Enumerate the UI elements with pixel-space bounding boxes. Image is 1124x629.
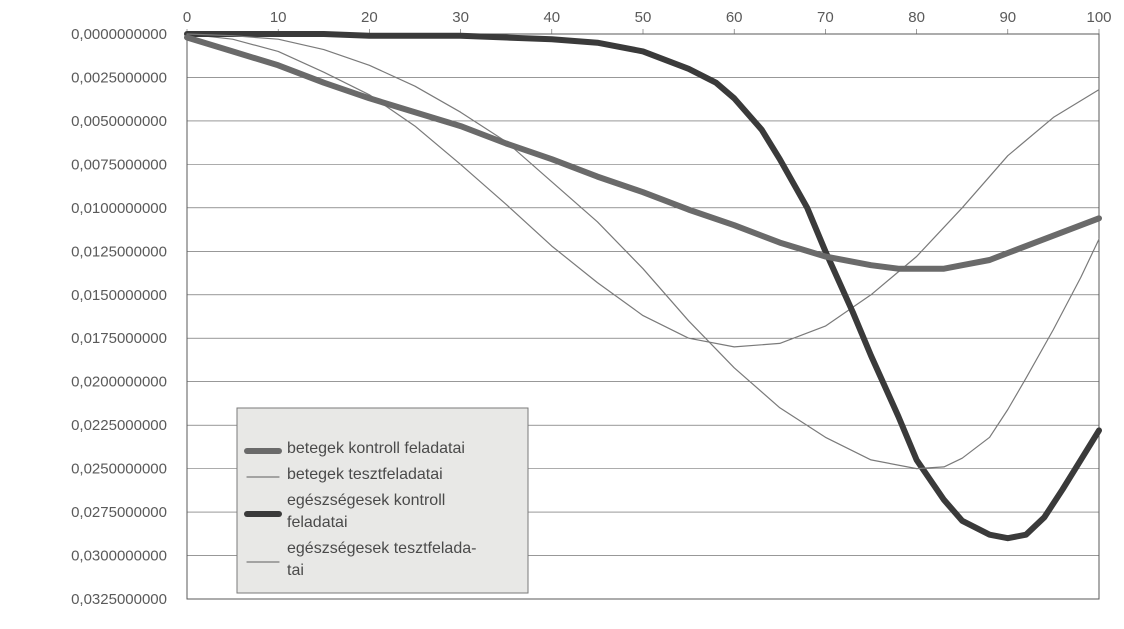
x-tick-label: 50 [635, 9, 652, 26]
x-tick-label: 30 [452, 9, 469, 26]
y-tick-label: 0,0225000000 [71, 417, 167, 434]
line-chart: 0,0000000000 0,0025000000 0,0050000000 0,00… [0, 0, 1124, 629]
y-tick-label: 0,0150000000 [71, 287, 167, 304]
y-tick-label: 0,0000000000 [71, 26, 167, 43]
x-tick-label: 90 [999, 9, 1016, 26]
x-tick-label: 10 [270, 9, 287, 26]
y-tick-label: 0,0075000000 [71, 156, 167, 173]
legend-label: egészségesek kontroll [287, 492, 445, 509]
x-tick-label: 40 [543, 9, 560, 26]
x-tick-label: 0 [183, 9, 191, 26]
legend-label: betegek tesztfeladatai [287, 466, 443, 483]
x-tick-label: 60 [726, 9, 743, 26]
y-tick-label: 0,0300000000 [71, 548, 167, 565]
legend-label: feladatai [287, 514, 348, 531]
y-tick-label: 0,0275000000 [71, 504, 167, 521]
x-tick-label: 80 [908, 9, 925, 26]
legend-label: betegek kontroll feladatai [287, 440, 465, 457]
x-tick-label: 20 [361, 9, 378, 26]
x-tick-label: 70 [817, 9, 834, 26]
y-tick-label: 0,0025000000 [71, 69, 167, 86]
legend-label: egészségesek tesztfelada- [287, 540, 476, 557]
y-tick-label: 0,0125000000 [71, 243, 167, 260]
legend-label: tai [287, 562, 304, 579]
y-tick-label: 0,0175000000 [71, 330, 167, 347]
y-tick-label: 0,0050000000 [71, 113, 167, 130]
y-tick-label: 0,0250000000 [71, 461, 167, 478]
legend: egészségesek tesztfelada-tai egészségesek… [237, 408, 528, 593]
y-tick-label: 0,0325000000 [71, 591, 167, 608]
y-tick-label: 0,0200000000 [71, 374, 167, 391]
y-tick-label: 0,0100000000 [71, 200, 167, 217]
x-tick-label: 100 [1086, 9, 1111, 26]
